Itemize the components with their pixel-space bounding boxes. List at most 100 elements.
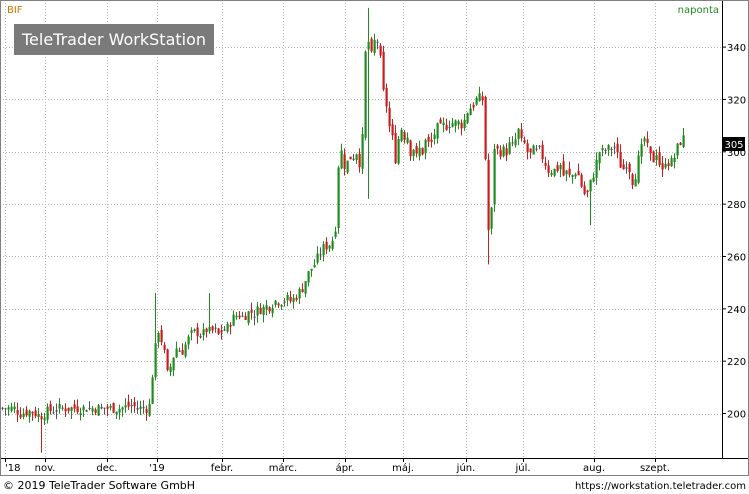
candle-body [367, 41, 370, 50]
candle-body [229, 324, 232, 327]
candle-body [442, 122, 445, 125]
candle-body [679, 142, 682, 145]
candle-body [583, 185, 586, 194]
candle-body [304, 281, 307, 294]
candle-body [385, 87, 388, 107]
grid-lines [0, 0, 722, 458]
candle-body [541, 144, 544, 160]
candle-body [556, 165, 559, 172]
candle-body [415, 146, 418, 154]
candle-body [10, 406, 13, 411]
candle-body [286, 294, 289, 301]
candle-body [124, 405, 127, 408]
candle-body [310, 268, 313, 271]
candle-body [478, 93, 481, 102]
candle-body [241, 315, 244, 317]
candle-body [298, 288, 301, 299]
candle-body [40, 416, 43, 420]
candle-body [475, 97, 478, 105]
candle-body [613, 146, 616, 148]
y-tick-label: 280 [727, 200, 746, 211]
candle-body [439, 119, 442, 124]
candle-body [76, 406, 79, 413]
candle-body [94, 409, 97, 413]
candle-body [619, 151, 622, 168]
candle-body [220, 330, 223, 333]
candle-body [580, 174, 583, 187]
candle-body [106, 406, 109, 409]
candle-body [586, 190, 589, 193]
candle-body [379, 45, 382, 56]
candle-body [19, 414, 22, 418]
candle-body [121, 407, 124, 410]
candle-body [55, 410, 58, 412]
candle-body [319, 254, 322, 256]
candle-body [481, 96, 484, 101]
y-tick-label: 200 [727, 410, 746, 421]
y-tick-label: 320 [727, 95, 746, 106]
candle-body [247, 311, 250, 324]
candle-body [49, 404, 52, 412]
candle-body [166, 349, 169, 371]
candle-body [340, 150, 343, 169]
candle-body [223, 329, 226, 331]
x-tick-label: márc. [269, 462, 297, 474]
candle-body [259, 307, 262, 314]
candle-body [100, 406, 103, 409]
candle-body [523, 140, 526, 143]
candle-body [160, 329, 163, 343]
candle-body [595, 159, 598, 178]
candle-body [187, 336, 190, 345]
candle-body [25, 409, 28, 416]
candle-body [412, 149, 415, 157]
y-tick-label: 340 [727, 43, 746, 54]
candle-body [505, 148, 508, 156]
source-url[interactable]: https://workstation.teletrader.com [575, 481, 746, 492]
watermark-text: TeleTrader WorkStation [21, 30, 206, 49]
candle-body [454, 120, 457, 126]
last-price-tag [723, 137, 745, 151]
candle-body [472, 104, 475, 108]
candle-body [232, 314, 235, 326]
candle-body [193, 329, 196, 331]
x-tick-label: máj. [392, 462, 414, 474]
candle-body [301, 289, 304, 293]
candle-body [436, 123, 439, 139]
interval-label: naponta [678, 5, 719, 16]
candle-body [358, 153, 361, 168]
candle-body [16, 410, 19, 415]
candle-body [451, 123, 454, 127]
candle-body [334, 231, 337, 237]
candle-body [88, 407, 91, 410]
candle-body [382, 51, 385, 90]
candle-body [664, 163, 667, 168]
candle-body [592, 177, 595, 182]
candle-body [112, 403, 115, 413]
candle-body [265, 305, 268, 310]
candle-body [535, 148, 538, 150]
candle-body [394, 132, 397, 164]
candle-body [640, 144, 643, 157]
candle-body [244, 315, 247, 320]
y-axis-ticks: 200 220 240 260 280 300 320 340 [722, 43, 746, 421]
candle-body [526, 143, 529, 152]
candle-body [487, 159, 490, 231]
candle-body [217, 328, 220, 334]
candle-body [58, 404, 61, 409]
candle-body [643, 138, 646, 142]
candle-body [424, 139, 427, 154]
candle-body [283, 301, 286, 303]
candle-body [433, 134, 436, 139]
y-tick-label: 220 [727, 357, 746, 368]
candle-body [682, 135, 685, 147]
y-tick-label: 260 [727, 252, 746, 263]
candle-body [508, 142, 511, 154]
candle-body [460, 122, 463, 129]
candle-body [175, 348, 178, 358]
candle-body [130, 405, 133, 407]
candle-body [652, 151, 655, 163]
x-axis-ticks: '18 nov. dec. '19 febr. márc. ápr. máj. jún. júl.… [5, 458, 670, 474]
candle-body [22, 413, 25, 418]
